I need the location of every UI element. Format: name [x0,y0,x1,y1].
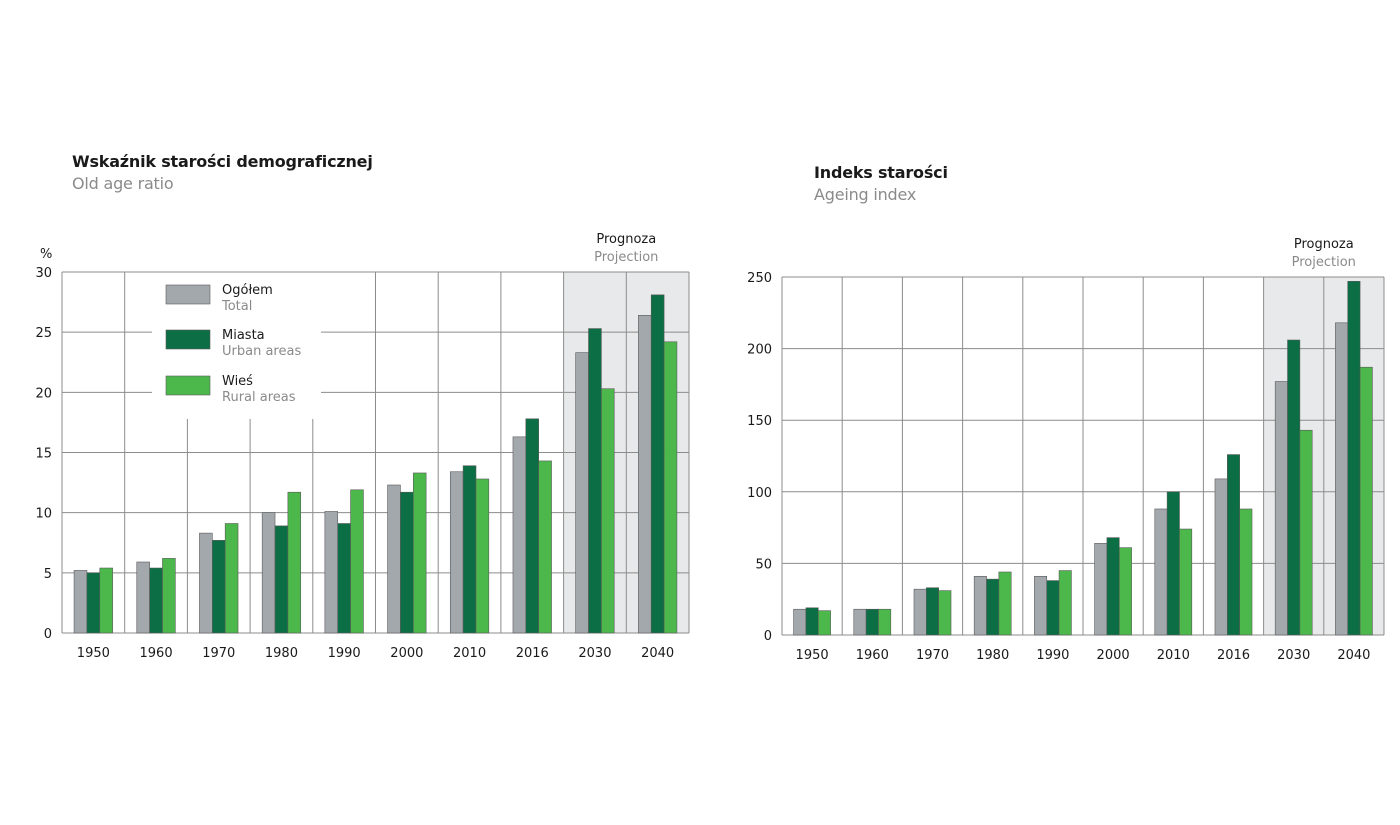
bar [1118,547,1132,636]
x-tick-label: 1980 [976,648,1009,663]
bar [878,608,892,636]
legend-label-en: Urban areas [222,344,301,359]
y-tick-label: 0 [44,627,52,642]
x-tick-label: 2000 [390,646,423,661]
y-tick-label: 5 [44,567,52,582]
bar [1154,508,1168,636]
bar [1299,429,1313,636]
projection-label-en: Projection [594,250,658,265]
x-tick-label: 2040 [641,646,674,661]
bar [1214,478,1228,636]
x-tick-label: 1990 [328,646,361,661]
bar [1166,491,1180,636]
x-tick-label: 1960 [856,648,889,663]
y-tick-label: 20 [35,386,52,401]
bar [287,491,302,634]
x-tick-label: 2030 [578,646,611,661]
y-tick-label: 100 [747,486,772,501]
bar [224,523,239,634]
bar [853,608,867,636]
bar [162,558,176,634]
legend-swatch [165,284,211,305]
bar [663,341,678,634]
y-tick-label: 200 [747,343,772,358]
y-tick-label: 150 [747,414,772,429]
legend-label-en: Rural areas [222,390,296,405]
bar [1179,528,1193,636]
bar [998,571,1012,636]
x-tick-label: 1970 [916,648,949,663]
legend-swatch [165,375,211,396]
x-tick-label: 1980 [265,646,298,661]
bar [1287,339,1301,636]
y-tick-label: 50 [755,557,772,572]
bar [938,590,952,636]
x-tick-label: 2016 [1217,648,1250,663]
bar [99,567,113,634]
bar [601,388,615,634]
x-tick-label: 2000 [1097,648,1130,663]
x-tick-label: 2010 [453,646,486,661]
projection-label-en: Projection [1292,255,1356,270]
chart1-subtitle: Old age ratio [72,174,174,193]
bar [1359,366,1373,636]
bar [1274,381,1288,636]
bar [1335,322,1349,636]
x-tick-label: 1970 [202,646,235,661]
x-tick-label: 1960 [140,646,173,661]
y-tick-label: 30 [35,266,52,281]
legend-label-pl: Ogółem [222,283,273,298]
bar [865,608,879,636]
bar [1347,280,1361,636]
bar [1239,508,1253,636]
bar [913,588,927,636]
y-axis-unit: % [40,247,52,262]
y-tick-label: 0 [764,629,772,644]
bar [475,478,490,634]
chart2-subtitle: Ageing index [814,185,917,204]
bar [817,610,831,636]
bar [973,575,987,636]
legend-swatch [165,329,211,350]
y-tick-label: 10 [35,507,52,522]
legend-label-pl: Wieś [222,374,253,389]
x-tick-label: 1950 [77,646,110,661]
projection-label-pl: Prognoza [596,232,656,247]
x-tick-label: 2016 [516,646,549,661]
bar [538,460,552,634]
x-tick-label: 2010 [1157,648,1190,663]
bar [1034,575,1048,636]
x-tick-label: 1950 [796,648,829,663]
bar [926,587,939,636]
legend-label-pl: Miasta [222,328,265,343]
bar [1094,543,1108,636]
y-tick-label: 25 [35,326,52,341]
bar [986,578,1000,636]
bar [1106,537,1120,636]
bar [805,607,819,636]
chart2-title: Indeks starości [814,163,948,182]
bar [1046,580,1060,636]
x-tick-label: 2030 [1277,648,1310,663]
bar [350,489,364,634]
x-tick-label: 2040 [1337,648,1370,663]
projection-label-pl: Prognoza [1294,237,1354,252]
bar [412,472,427,634]
bar [1058,570,1072,636]
chart1-title: Wskaźnik starości demograficznej [72,152,373,171]
y-tick-label: 15 [35,447,52,462]
legend-label-en: Total [221,299,252,314]
y-tick-label: 250 [747,271,772,286]
x-tick-label: 1990 [1036,648,1069,663]
bar [793,608,807,636]
bar [1227,454,1240,636]
